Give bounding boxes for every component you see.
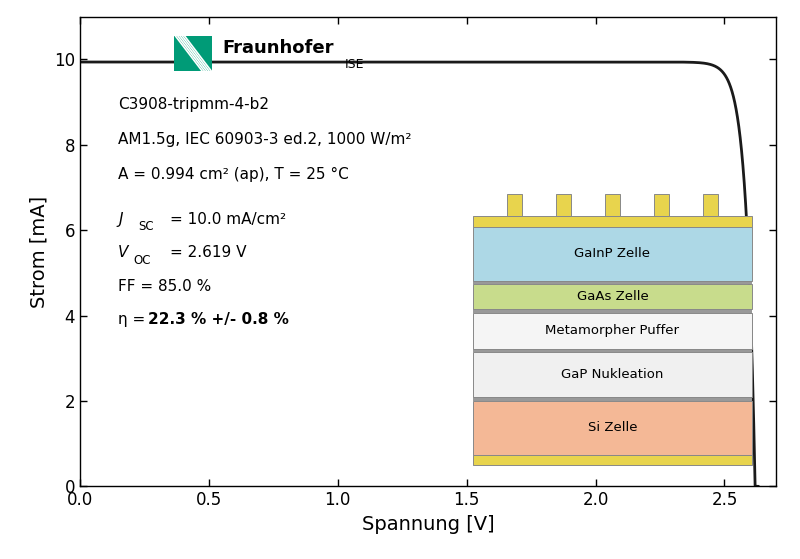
Text: SC: SC bbox=[138, 220, 154, 233]
Bar bbox=[474, 397, 752, 401]
Bar bbox=[474, 281, 752, 284]
Y-axis label: Strom [mA]: Strom [mA] bbox=[30, 196, 49, 307]
Text: C3908-tripmm-4-b2: C3908-tripmm-4-b2 bbox=[118, 97, 270, 112]
Bar bbox=[474, 226, 752, 281]
Text: Fraunhofer: Fraunhofer bbox=[222, 39, 334, 57]
Text: Metamorpher Puffer: Metamorpher Puffer bbox=[546, 324, 679, 337]
Bar bbox=[474, 401, 752, 455]
Text: 22.3 % +/- 0.8 %: 22.3 % +/- 0.8 % bbox=[147, 312, 288, 327]
Bar bbox=[556, 194, 571, 216]
Bar bbox=[474, 312, 752, 349]
Text: OC: OC bbox=[134, 254, 151, 267]
Text: J: J bbox=[118, 212, 122, 226]
Bar bbox=[174, 36, 212, 71]
Text: FF = 85.0 %: FF = 85.0 % bbox=[118, 278, 211, 293]
Text: = 2.619 V: = 2.619 V bbox=[170, 245, 247, 260]
Text: Si Zelle: Si Zelle bbox=[588, 421, 637, 434]
Text: GaP Nukleation: GaP Nukleation bbox=[562, 368, 664, 381]
Text: V: V bbox=[118, 245, 129, 260]
Bar bbox=[654, 194, 669, 216]
Text: GaInP Zelle: GaInP Zelle bbox=[574, 247, 650, 260]
Bar bbox=[474, 352, 752, 397]
Bar bbox=[507, 194, 522, 216]
Text: A = 0.994 cm² (ap), T = 25 °C: A = 0.994 cm² (ap), T = 25 °C bbox=[118, 167, 349, 182]
Bar bbox=[474, 284, 752, 310]
Bar bbox=[474, 455, 752, 465]
Bar bbox=[474, 349, 752, 352]
Text: = 10.0 mA/cm²: = 10.0 mA/cm² bbox=[170, 212, 286, 226]
X-axis label: Spannung [V]: Spannung [V] bbox=[362, 515, 494, 534]
Text: GaAs Zelle: GaAs Zelle bbox=[577, 290, 648, 304]
Bar bbox=[605, 194, 620, 216]
Bar bbox=[474, 216, 752, 226]
Text: AM1.5g, IEC 60903-3 ed.2, 1000 W/m²: AM1.5g, IEC 60903-3 ed.2, 1000 W/m² bbox=[118, 132, 412, 147]
Text: ISE: ISE bbox=[345, 58, 364, 71]
Bar bbox=[474, 310, 752, 312]
Text: η =: η = bbox=[118, 312, 150, 327]
Bar bbox=[702, 194, 718, 216]
